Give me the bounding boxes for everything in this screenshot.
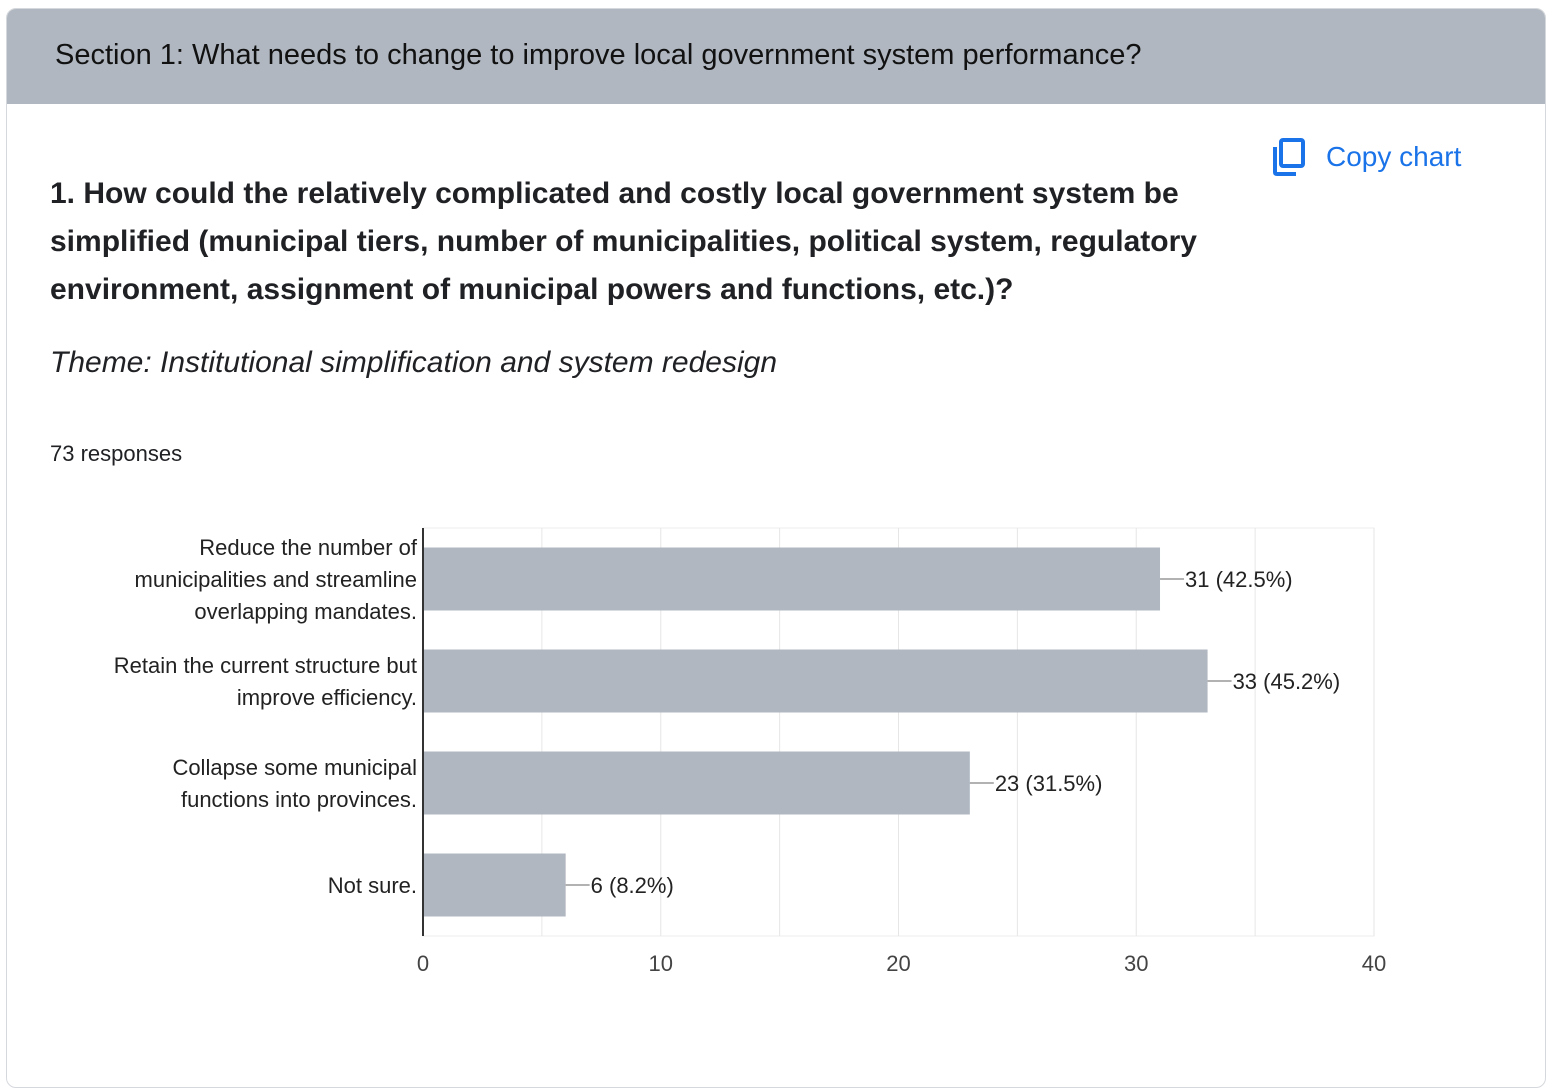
x-tick-label: 30 — [1124, 951, 1148, 976]
category-label-1: Reduce the number of — [199, 535, 418, 560]
copy-icon — [1273, 138, 1305, 176]
bar-3 — [423, 751, 970, 815]
section-title: Section 1: What needs to change to impro… — [55, 39, 1142, 71]
x-tick-label: 20 — [886, 951, 910, 976]
x-tick-label: 40 — [1362, 951, 1386, 976]
data-label-4: 6 (8.2%) — [591, 873, 674, 898]
bar-2 — [423, 649, 1208, 713]
category-label-4: Not sure. — [328, 873, 417, 898]
category-label-1: overlapping mandates. — [194, 599, 417, 624]
x-tick-label: 10 — [649, 951, 673, 976]
data-label-1: 31 (42.5%) — [1185, 567, 1293, 592]
question-theme: Theme: Institutional simplification and … — [50, 346, 778, 379]
category-label-1: municipalities and streamline — [135, 567, 417, 592]
copy-chart-label: Copy chart — [1326, 141, 1462, 172]
data-label-2: 33 (45.2%) — [1233, 669, 1341, 694]
section-header: Section 1: What needs to change to impro… — [7, 9, 1545, 104]
x-tick-label: 0 — [417, 951, 429, 976]
category-label-3: functions into provinces. — [181, 787, 417, 812]
category-label-2: Retain the current structure but — [114, 653, 417, 678]
data-label-3: 23 (31.5%) — [995, 771, 1103, 796]
bar-4 — [423, 853, 566, 917]
chart-card: Section 1: What needs to change to impro… — [6, 8, 1546, 1088]
response-count: 73 responses — [50, 441, 183, 466]
bar-1 — [423, 547, 1161, 611]
category-label-3: Collapse some municipal — [172, 755, 417, 780]
question-title: 1. How could the relatively complicated … — [50, 177, 1197, 306]
copy-chart-button[interactable]: Copy chart — [1272, 138, 1461, 176]
category-label-2: improve efficiency. — [237, 685, 417, 710]
